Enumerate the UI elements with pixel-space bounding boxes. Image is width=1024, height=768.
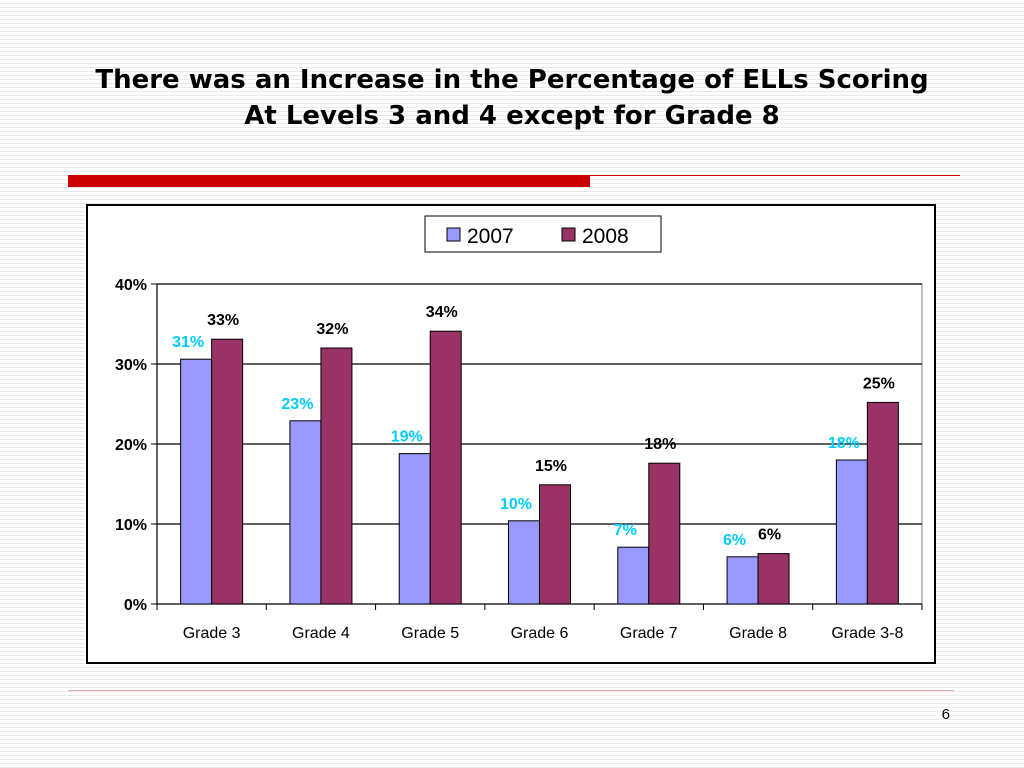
bar-2008 [866,401,899,605]
y-tick-label: 20% [115,437,147,454]
data-label-2007: 7% [614,522,637,539]
data-label-2007: 6% [723,532,746,549]
bar-2007 [617,546,650,605]
bar-2007 [398,453,431,605]
data-label-2008: 33% [207,312,239,329]
x-tick-label: Grade 5 [401,625,459,642]
bar-2008 [429,330,462,605]
chart-frame: 0% 10% 20% 30% 40% 31% 33% Grade 3 23% 32% Grade 4… [86,204,936,664]
slide-title-line-2: At Levels 3 and 4 except for Grade 8 [244,101,780,131]
y-tick-label: 0% [124,597,147,614]
x-tick-label: Grade 8 [729,625,787,642]
x-tick-label: Grade 6 [511,625,569,642]
bar-2007 [289,420,322,605]
legend-label-2007: 2007 [467,225,514,248]
y-tick-label: 10% [115,517,147,534]
bar-2007 [180,358,213,605]
data-label-2008: 34% [426,304,458,321]
title-accent-line [590,175,960,176]
page-number: 6 [941,706,950,723]
data-label-2007: 19% [391,429,423,446]
footer-divider [68,690,954,691]
legend-box [424,215,662,253]
data-label-2007: 18% [828,435,860,452]
x-tick-label: Grade 3 [183,625,241,642]
data-label-2008: 25% [863,375,895,392]
legend-label-2008: 2008 [582,225,629,248]
bar-chart: 0% 10% 20% 30% 40% 31%33% Grade 3 23% 32% Grade 4… [115,215,923,642]
bar-2008 [648,462,681,605]
data-label-2008: 18% [644,436,676,453]
data-label-2007: 23% [281,396,313,413]
slide-title: There was an Increase in the Percentage … [40,62,984,134]
bar-2008 [539,484,571,605]
x-tick-label: Grade 4 [292,625,350,642]
x-tick-label: Grade 3-8 [831,625,903,642]
bar-2008 [757,553,790,605]
bar-2008 [211,338,244,605]
bar-2007 [508,520,540,605]
data-label-2007: 10% [500,496,532,513]
bar-2007 [726,556,759,605]
slide-title-line-1: There was an Increase in the Percentage … [95,65,929,95]
legend-swatch-2007 [446,227,461,242]
bar-2007 [835,459,868,605]
data-label-2007: 31% [172,334,204,351]
data-label-2008: 15% [535,458,567,475]
data-label-2008: 32% [316,321,348,338]
y-tick-label: 40% [115,277,147,294]
legend-swatch-2008 [561,227,576,242]
bar-2008 [320,347,353,605]
data-label-2008: 6% [758,527,781,544]
y-tick-label: 30% [115,357,147,374]
title-accent-bar [68,175,590,187]
x-tick-label: Grade 7 [620,625,678,642]
